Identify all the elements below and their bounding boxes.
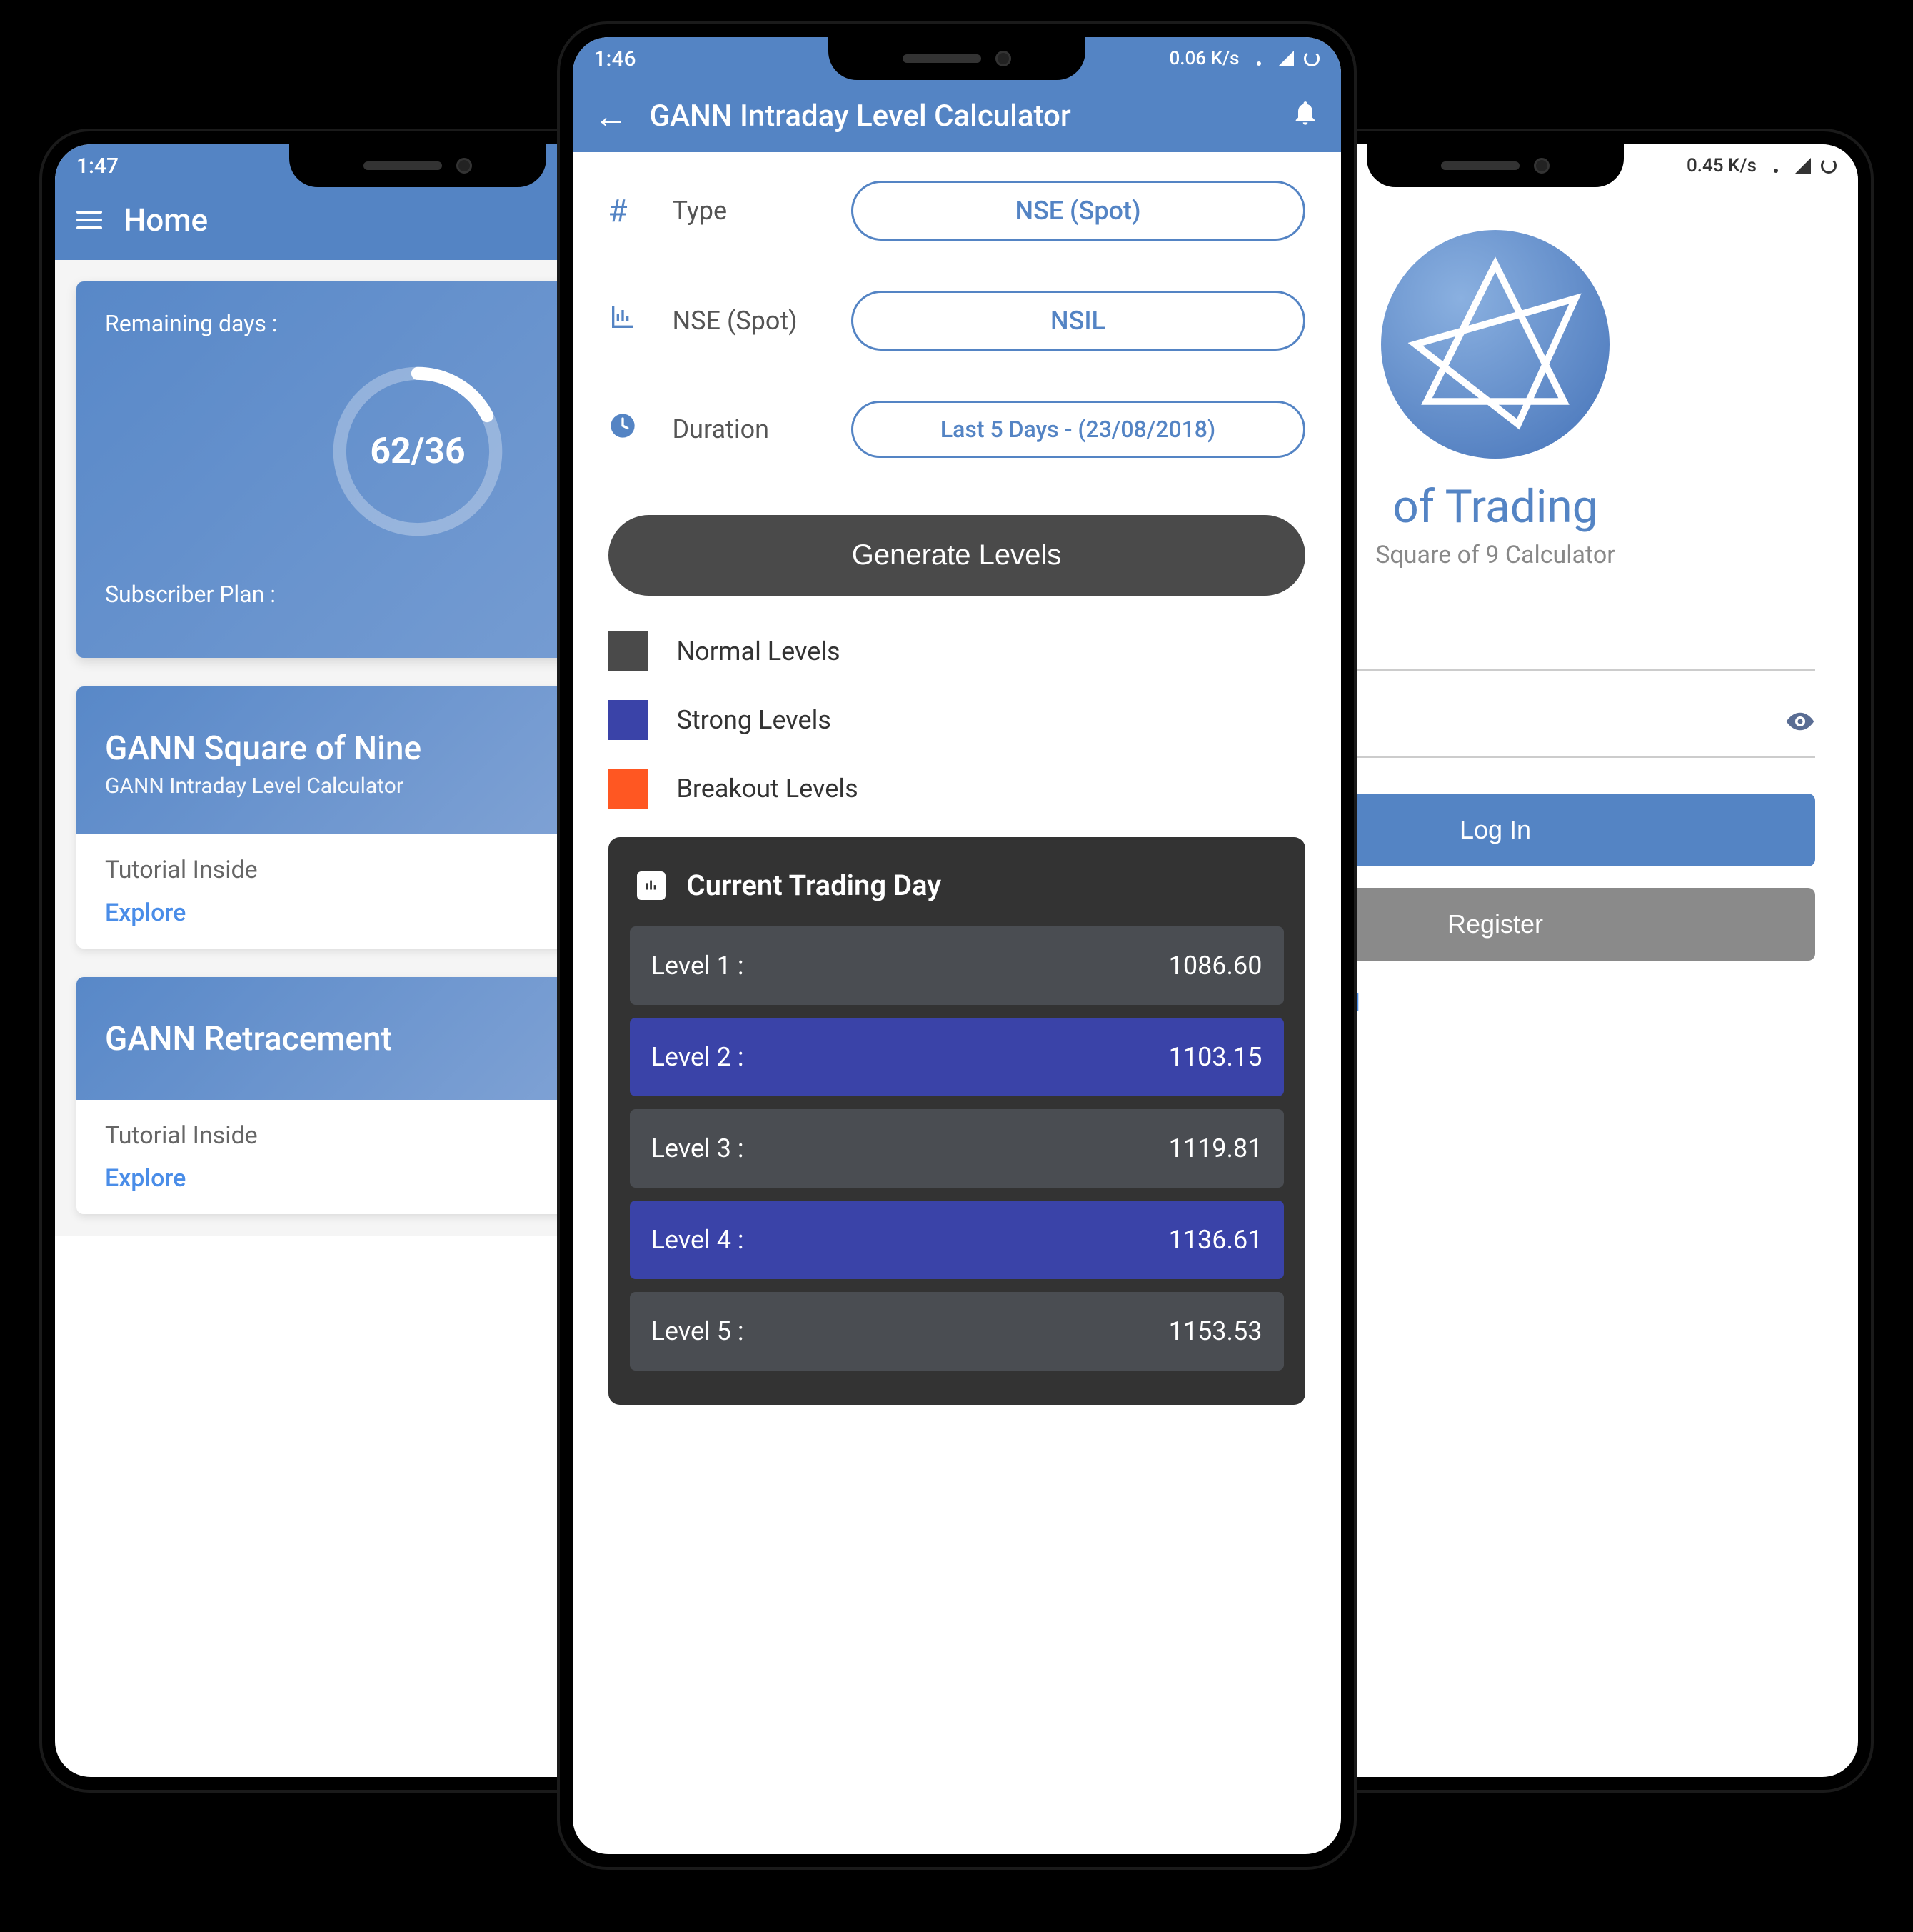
- progress-value: 62/36: [370, 431, 465, 472]
- levels-card-title: Current Trading Day: [687, 869, 942, 902]
- level-value: 1119.81: [1169, 1133, 1262, 1163]
- clock-icon: [608, 411, 644, 448]
- legend-normal: Normal Levels: [608, 631, 1305, 671]
- spinner-icon: [1821, 158, 1837, 174]
- hash-icon: #: [608, 192, 644, 229]
- legend-breakout: Breakout Levels: [608, 769, 1305, 809]
- duration-label: Duration: [673, 414, 823, 444]
- center-screen: 1:46 0.06 K/s ← GANN Intraday Level Calc…: [573, 37, 1341, 1854]
- status-time: 1:47: [76, 154, 119, 179]
- center-app-header: ← GANN Intraday Level Calculator: [573, 80, 1341, 152]
- levels-card-header: Current Trading Day: [630, 859, 1284, 926]
- wifi-icon: [1250, 51, 1268, 66]
- level-label: Level 2 :: [651, 1042, 744, 1072]
- status-time: 1:46: [594, 46, 636, 71]
- type-label: Type: [673, 196, 823, 226]
- bell-icon[interactable]: [1291, 99, 1320, 134]
- level-label: Level 3 :: [651, 1133, 744, 1163]
- legend-normal-label: Normal Levels: [677, 636, 840, 666]
- legend-breakout-label: Breakout Levels: [677, 774, 858, 804]
- level-row: Level 1 : 1086.60: [630, 926, 1284, 1005]
- hamburger-icon[interactable]: [76, 211, 102, 229]
- app-logo: [1381, 230, 1610, 459]
- level-row: Level 3 : 1119.81: [630, 1109, 1284, 1188]
- symbol-row: NSE (Spot) NSIL: [608, 291, 1305, 351]
- header-title: Home: [124, 201, 208, 239]
- progress-ring: 62/36: [325, 359, 511, 544]
- level-label: Level 4 :: [651, 1225, 744, 1255]
- back-arrow-icon[interactable]: ←: [594, 96, 628, 136]
- type-selector[interactable]: NSE (Spot): [851, 181, 1305, 241]
- level-label: Level 5 :: [651, 1316, 744, 1346]
- page-title: GANN Intraday Level Calculator: [650, 99, 1270, 134]
- spinner-icon: [1304, 51, 1320, 66]
- bar-chart-icon: [637, 871, 666, 900]
- notch: [828, 37, 1085, 80]
- chart-icon: [608, 302, 644, 339]
- levels-card: Current Trading Day Level 1 :1086.60Leve…: [608, 837, 1305, 1405]
- eye-icon[interactable]: [1785, 706, 1815, 744]
- type-row: # Type NSE (Spot): [608, 181, 1305, 241]
- generate-levels-button[interactable]: Generate Levels: [608, 515, 1305, 596]
- data-speed: 0.06 K/s: [1170, 48, 1240, 69]
- legend-swatch-strong: [608, 700, 648, 740]
- notch: [1367, 144, 1624, 187]
- level-row: Level 4 : 1136.61: [630, 1201, 1284, 1279]
- level-value: 1086.60: [1169, 951, 1262, 981]
- legend-swatch-breakout: [608, 769, 648, 809]
- status-right: 0.45 K/s: [1687, 155, 1837, 176]
- level-label: Level 1 :: [651, 951, 744, 981]
- duration-selector[interactable]: Last 5 Days - (23/08/2018): [851, 401, 1305, 458]
- level-value: 1103.15: [1169, 1042, 1262, 1072]
- level-row: Level 5 : 1153.53: [630, 1292, 1284, 1371]
- phone-center-frame: 1:46 0.06 K/s ← GANN Intraday Level Calc…: [557, 21, 1357, 1870]
- data-speed: 0.45 K/s: [1687, 155, 1757, 176]
- legend-swatch-normal: [608, 631, 648, 671]
- signal-icon: [1278, 51, 1294, 66]
- center-body: # Type NSE (Spot) NSE (Spot) NSIL Durati…: [573, 152, 1341, 1405]
- duration-row: Duration Last 5 Days - (23/08/2018): [608, 401, 1305, 458]
- level-value: 1153.53: [1169, 1316, 1262, 1346]
- wifi-icon: [1767, 159, 1785, 173]
- signal-icon: [1795, 158, 1811, 174]
- legend-strong: Strong Levels: [608, 700, 1305, 740]
- level-value: 1136.61: [1169, 1225, 1262, 1255]
- status-right: 0.06 K/s: [1170, 48, 1320, 69]
- symbol-label: NSE (Spot): [673, 306, 823, 336]
- legend-strong-label: Strong Levels: [677, 705, 831, 735]
- notch: [289, 144, 546, 187]
- symbol-selector[interactable]: NSIL: [851, 291, 1305, 351]
- level-row: Level 2 : 1103.15: [630, 1018, 1284, 1096]
